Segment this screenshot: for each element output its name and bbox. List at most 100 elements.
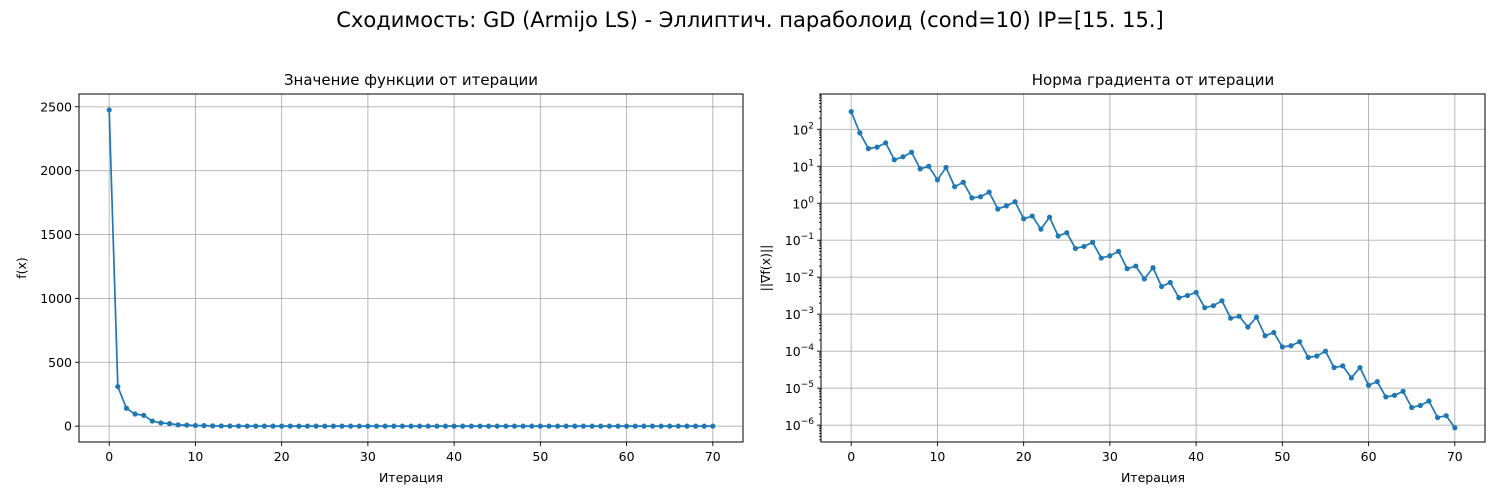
y-axis-label-function-value: f(x): [14, 257, 29, 279]
data-point: [494, 423, 500, 429]
data-point: [1409, 404, 1415, 411]
data-point: [1383, 394, 1389, 400]
data-point: [649, 423, 656, 429]
data-point: [1279, 344, 1285, 350]
data-point: [1391, 392, 1398, 398]
data-point: [313, 423, 319, 429]
data-point: [1400, 388, 1406, 394]
gradient-norm-plot: Норма градиента от итерации 0 10 20 30 40 50 6…: [758, 71, 1486, 485]
data-point: [580, 423, 587, 429]
data-point: [261, 423, 267, 429]
data-point: [1443, 413, 1449, 419]
data-point: [192, 422, 199, 429]
data-point: [1365, 382, 1372, 388]
data-point: [615, 423, 621, 429]
data-point: [330, 423, 336, 429]
data-point: [563, 423, 569, 429]
data-point: [1184, 292, 1191, 299]
data-point: [675, 423, 681, 429]
data-point: [848, 109, 854, 115]
data-point: [1176, 295, 1182, 301]
data-point: [1115, 248, 1122, 254]
data-point: [1021, 216, 1027, 222]
data-point: [632, 423, 638, 429]
y-tick-label: 101: [792, 158, 814, 174]
x-tick-label: 70: [705, 449, 721, 464]
data-point: [468, 423, 474, 429]
data-point: [1314, 353, 1320, 359]
y-tick-label: 100: [792, 195, 814, 211]
data-point: [908, 149, 915, 155]
data-point: [201, 423, 207, 429]
grid-gradient-norm: [821, 94, 1485, 442]
data-point: [1452, 425, 1458, 431]
data-point: [451, 423, 457, 429]
data-point: [356, 423, 362, 429]
data-point: [270, 423, 276, 429]
data-point: [218, 423, 224, 429]
data-point: [1029, 213, 1035, 219]
x-tick-label: 50: [1274, 449, 1290, 464]
data-point: [365, 423, 371, 429]
data-point: [1417, 402, 1423, 409]
data-point: [158, 420, 164, 426]
data-point: [1055, 233, 1061, 239]
data-point: [149, 418, 155, 424]
data-point: [166, 421, 173, 427]
data-point: [710, 423, 716, 429]
data-point: [132, 411, 138, 417]
x-tick-label: 20: [274, 449, 290, 464]
data-point: [1219, 298, 1225, 304]
data-point: [572, 423, 578, 429]
data-point: [960, 179, 966, 185]
data-point: [874, 144, 880, 150]
data-point: [1141, 276, 1147, 282]
data-point: [667, 423, 673, 429]
data-point: [934, 177, 941, 183]
x-tick-label: 20: [1016, 449, 1032, 464]
y-tick-label: 2000: [40, 163, 72, 178]
y-axis-label-gradient-norm: ||∇f(x)||: [758, 245, 773, 292]
axes-frame-function-value: [78, 93, 744, 443]
data-point: [986, 189, 992, 195]
data-point: [227, 423, 233, 429]
data-point: [1340, 363, 1346, 369]
data-point: [304, 423, 311, 429]
data-point: [235, 423, 242, 429]
data-point: [442, 423, 449, 429]
data-point: [1081, 243, 1087, 250]
data-point: [244, 423, 250, 429]
data-point: [1046, 214, 1053, 220]
plot-title-function-value: Значение функции от итерации: [284, 71, 538, 89]
data-point: [1245, 324, 1251, 330]
data-point: [1305, 354, 1311, 360]
data-point: [1262, 333, 1268, 339]
data-point: [382, 423, 388, 429]
data-point: [891, 157, 897, 163]
data-point: [477, 423, 483, 429]
x-tick-label: 60: [619, 449, 635, 464]
x-tick-label: 30: [1102, 449, 1118, 464]
data-point: [995, 206, 1001, 212]
y-tick-label: 0: [64, 419, 72, 434]
x-tick-label: 0: [105, 449, 113, 464]
data-point: [598, 423, 604, 429]
data-point: [701, 423, 707, 429]
data-point: [926, 163, 932, 169]
data-point: [1210, 303, 1216, 309]
data-point: [900, 154, 906, 160]
ticks-function-value: 0 10 20 30 40 50 60 70 0 500 1000 1500 2000 2500: [40, 99, 721, 464]
y-tick-label: 10−2: [785, 269, 814, 285]
data-point: [917, 166, 923, 172]
data-point: [322, 423, 328, 429]
data-point: [184, 422, 190, 428]
data-point: [1193, 289, 1199, 295]
data-point: [1133, 263, 1139, 269]
data-point: [952, 184, 958, 190]
series-gradient-norm: [848, 109, 1458, 431]
data-point: [123, 405, 130, 411]
data-point: [1236, 313, 1242, 319]
data-point: [1107, 253, 1113, 259]
data-point: [641, 423, 647, 429]
